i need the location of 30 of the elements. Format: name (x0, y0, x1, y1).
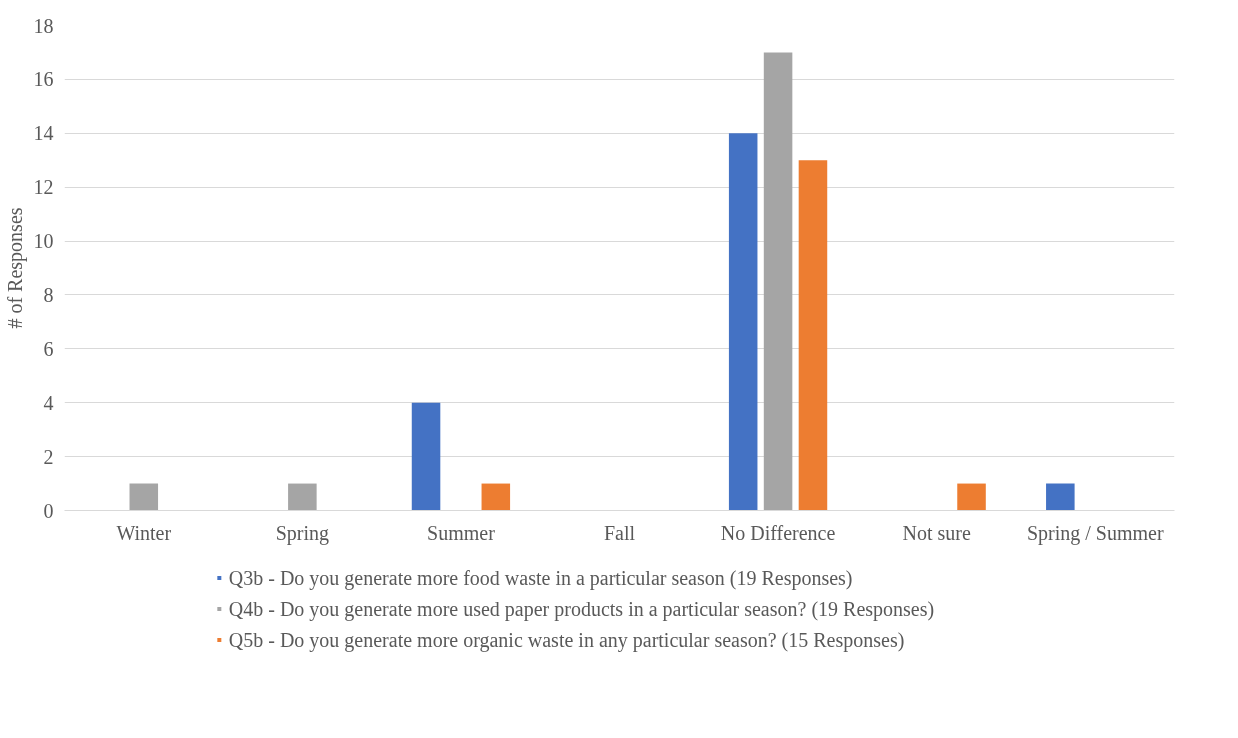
bar (129, 483, 159, 511)
y-tick-label: 12 (33, 176, 54, 199)
bar (728, 133, 758, 511)
y-tick-label: 6 (43, 337, 54, 360)
bar (798, 160, 828, 511)
y-axis-title: # of Responses (3, 207, 27, 329)
bar (411, 402, 441, 511)
x-tick-label: Not sure (902, 521, 971, 544)
y-tick-label: 2 (43, 445, 54, 468)
x-tick-label: Winter (116, 521, 172, 544)
legend-label: Q3b - Do you generate more food waste in a particular season (19 Responses) (228, 566, 853, 589)
y-tick-label: 0 (43, 499, 54, 522)
y-tick-label: 4 (43, 391, 54, 414)
y-tick-label: 14 (33, 122, 54, 145)
x-tick-label: Spring (275, 521, 330, 545)
x-tick-label: Spring / Summer (1026, 521, 1164, 545)
legend-label: Q5b - Do you generate more organic waste in any particular season? (15 Responses) (228, 628, 905, 651)
bar (957, 483, 986, 511)
bar (288, 483, 317, 511)
legend-label: Q4b - Do you generate more used paper products in a particular season? (19 Responses) (228, 597, 935, 620)
x-tick-label: No Difference (720, 521, 836, 544)
x-tick-label: Summer (427, 521, 496, 544)
bar (1046, 483, 1075, 511)
bar (763, 52, 793, 511)
y-tick-label: 18 (33, 14, 54, 37)
x-tick-label: Fall (603, 521, 636, 544)
y-tick-label: 16 (33, 68, 54, 91)
y-tick-label: 10 (33, 230, 54, 253)
y-tick-label: 8 (43, 283, 54, 306)
bar (481, 483, 511, 511)
